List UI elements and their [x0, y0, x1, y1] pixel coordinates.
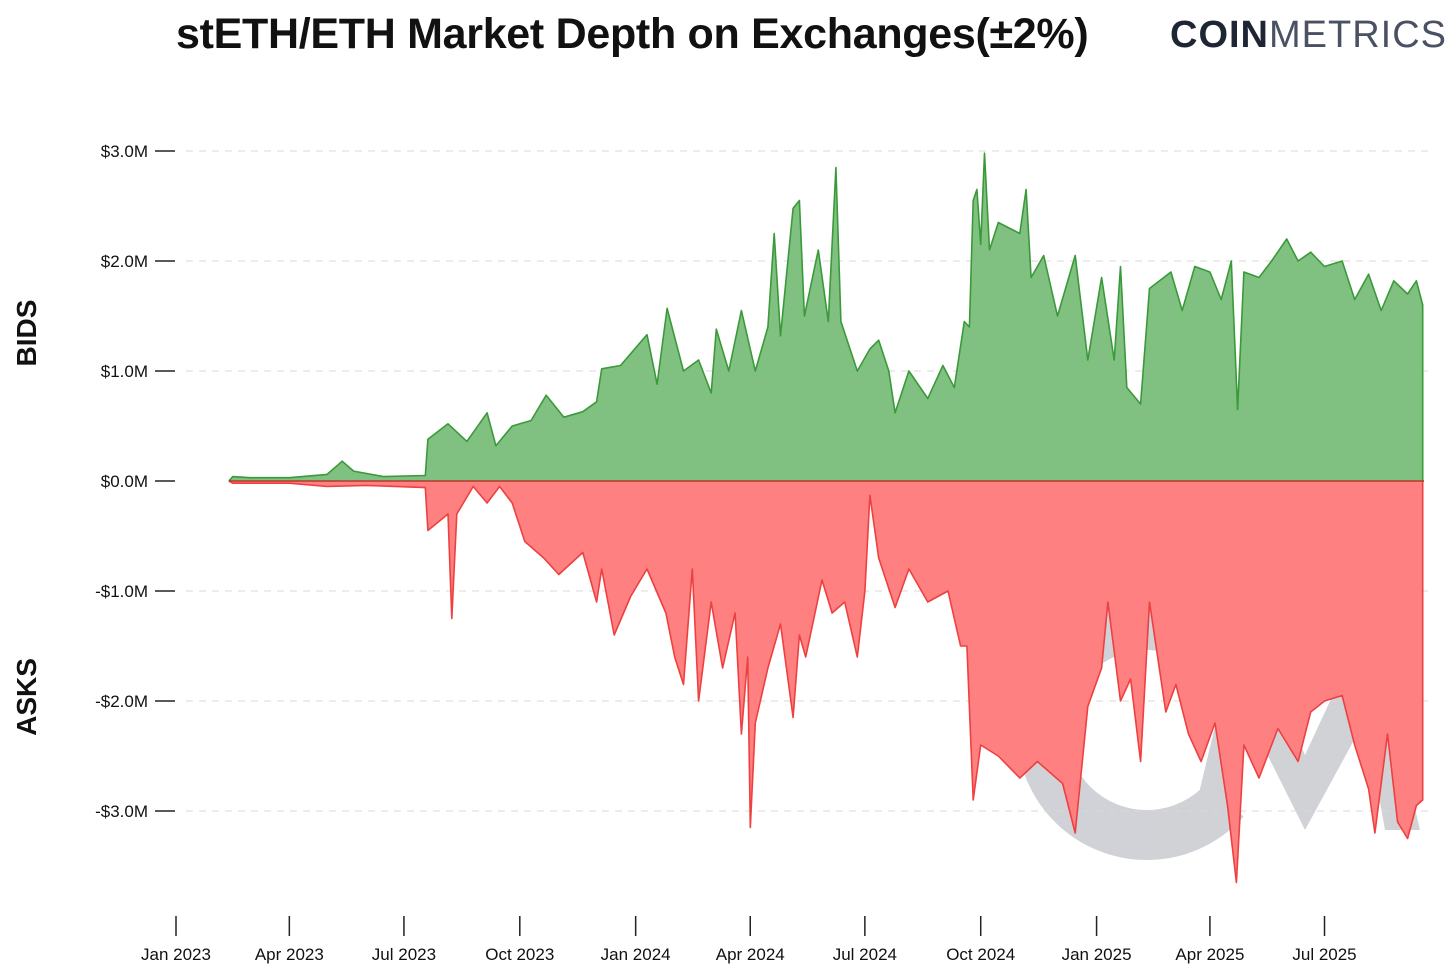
depth-areas [228, 152, 1424, 884]
chart-title: stETH/ETH Market Depth on Exchanges(±2%) [176, 10, 1089, 58]
y-tick-label-0: $3.0M [101, 142, 148, 161]
y-tick-label-5: -$2.0M [95, 692, 148, 711]
asks-axis-label: ASKS [11, 658, 42, 736]
x-tick-label-3: Oct 2023 [485, 945, 554, 964]
y-tick-label-1: $2.0M [101, 252, 148, 271]
y-tick-label-2: $1.0M [101, 362, 148, 381]
bids-area [228, 153, 1423, 481]
x-tick-label-8: Jan 2025 [1062, 945, 1132, 964]
bids-line [228, 152, 1424, 482]
brand-logo-light: METRICS [1269, 14, 1447, 56]
y-tick-label-3: $0.0M [101, 472, 148, 491]
x-tick-label-10: Jul 2025 [1292, 945, 1356, 964]
x-tick-label-0: Jan 2023 [141, 945, 211, 964]
y-tick-label-4: -$1.0M [95, 582, 148, 601]
x-tick-label-7: Oct 2024 [946, 945, 1015, 964]
y-axis: $3.0M $2.0M $1.0M $0.0M -$1.0M -$2.0M -$3.0M [95, 142, 175, 821]
x-tick-label-5: Apr 2024 [716, 945, 785, 964]
brand-logo: COINMETRICS [1170, 14, 1447, 57]
x-tick-label-2: Jul 2023 [372, 945, 436, 964]
x-tick-label-9: Apr 2025 [1175, 945, 1244, 964]
x-tick-label-4: Jan 2024 [601, 945, 671, 964]
x-tick-label-6: Jul 2024 [833, 945, 897, 964]
x-tick-label-1: Apr 2023 [255, 945, 324, 964]
asks-area [228, 481, 1423, 883]
bids-axis-label: BIDS [11, 300, 42, 367]
brand-logo-bold: COIN [1170, 14, 1269, 56]
asks-line [228, 480, 1424, 884]
x-axis: Jan 2023 Apr 2023 Jul 2023 Oct 2023 Jan 2024… [141, 916, 1357, 964]
y-tick-label-6: -$3.0M [95, 802, 148, 821]
